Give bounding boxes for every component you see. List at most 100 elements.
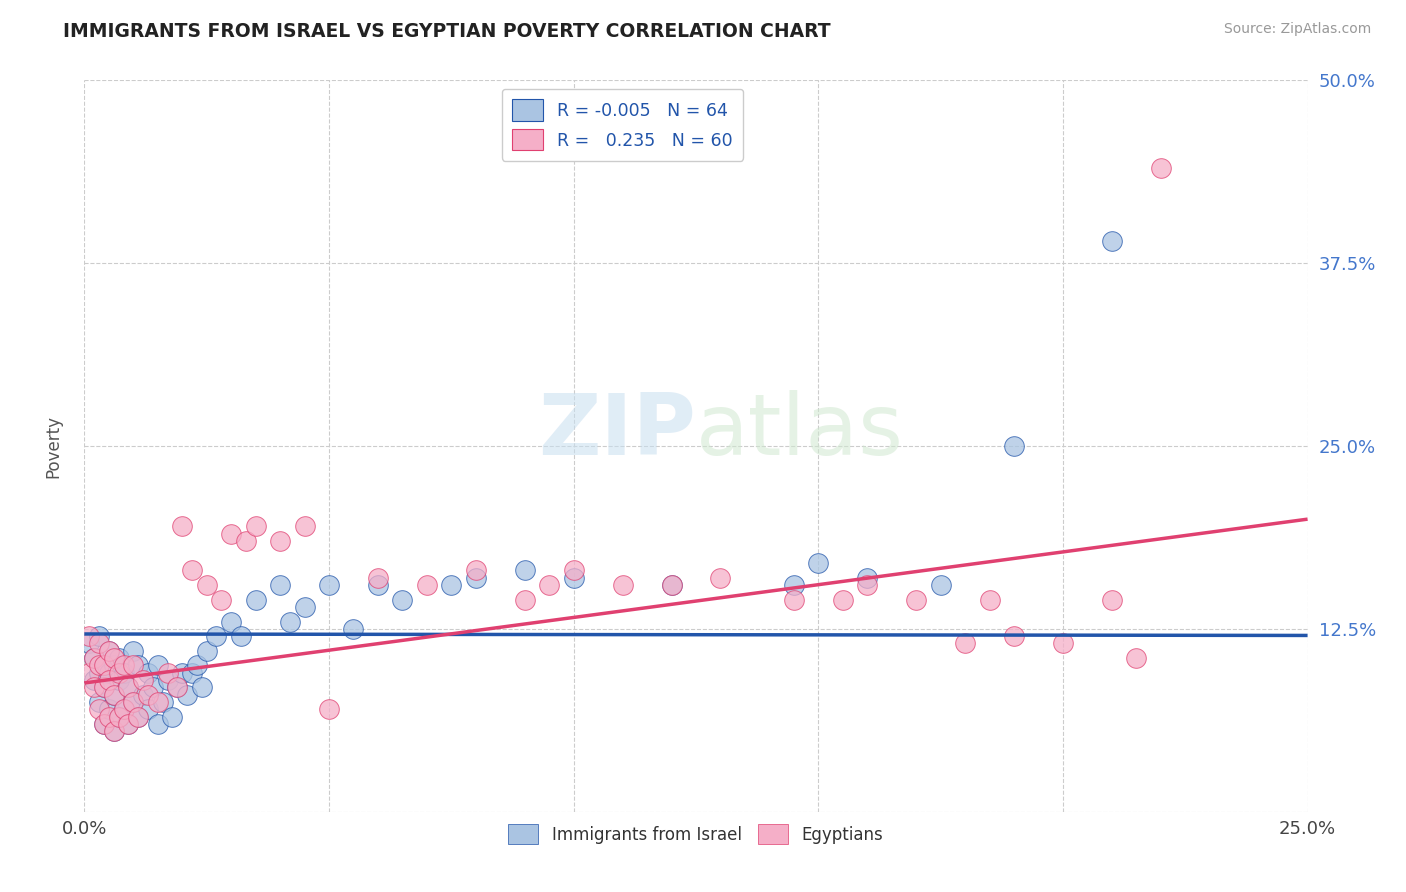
Point	[1002, 439, 1025, 453]
Legend: Immigrants from Israel, Egyptians: Immigrants from Israel, Egyptians	[502, 817, 890, 851]
Point	[132, 688, 155, 702]
Point	[117, 717, 139, 731]
Point	[97, 702, 120, 716]
Point	[132, 673, 155, 687]
Point	[219, 526, 242, 541]
Point	[127, 709, 149, 723]
Point	[176, 688, 198, 702]
Point	[103, 724, 125, 739]
Text: ZIP: ZIP	[538, 390, 696, 473]
Point	[156, 673, 179, 687]
Point	[122, 658, 145, 673]
Point	[318, 702, 340, 716]
Point	[1101, 234, 1123, 248]
Point	[122, 695, 145, 709]
Point	[103, 651, 125, 665]
Text: atlas: atlas	[696, 390, 904, 473]
Point	[929, 578, 952, 592]
Point	[783, 578, 806, 592]
Point	[136, 665, 159, 680]
Point	[278, 615, 301, 629]
Point	[77, 665, 100, 680]
Point	[831, 592, 853, 607]
Point	[127, 709, 149, 723]
Point	[416, 578, 439, 592]
Point	[391, 592, 413, 607]
Point	[209, 592, 232, 607]
Point	[783, 592, 806, 607]
Point	[1002, 629, 1025, 643]
Point	[117, 717, 139, 731]
Point	[97, 673, 120, 687]
Point	[122, 644, 145, 658]
Point	[464, 571, 486, 585]
Point	[127, 658, 149, 673]
Point	[83, 651, 105, 665]
Point	[562, 571, 585, 585]
Point	[103, 688, 125, 702]
Point	[146, 658, 169, 673]
Point	[181, 563, 204, 577]
Point	[953, 636, 976, 650]
Point	[122, 695, 145, 709]
Point	[136, 688, 159, 702]
Text: IMMIGRANTS FROM ISRAEL VS EGYPTIAN POVERTY CORRELATION CHART: IMMIGRANTS FROM ISRAEL VS EGYPTIAN POVER…	[63, 22, 831, 41]
Point	[87, 658, 110, 673]
Point	[294, 599, 316, 614]
Point	[181, 665, 204, 680]
Point	[136, 702, 159, 716]
Point	[77, 636, 100, 650]
Point	[440, 578, 463, 592]
Point	[93, 717, 115, 731]
Point	[112, 702, 135, 716]
Point	[87, 702, 110, 716]
Point	[661, 578, 683, 592]
Point	[156, 665, 179, 680]
Point	[191, 681, 214, 695]
Point	[87, 636, 110, 650]
Point	[87, 629, 110, 643]
Point	[87, 695, 110, 709]
Point	[219, 615, 242, 629]
Point	[112, 665, 135, 680]
Point	[245, 519, 267, 533]
Point	[93, 681, 115, 695]
Point	[93, 681, 115, 695]
Point	[107, 665, 129, 680]
Point	[93, 658, 115, 673]
Point	[146, 695, 169, 709]
Point	[661, 578, 683, 592]
Point	[97, 644, 120, 658]
Point	[97, 709, 120, 723]
Point	[229, 629, 252, 643]
Point	[112, 658, 135, 673]
Point	[97, 644, 120, 658]
Point	[93, 658, 115, 673]
Point	[1052, 636, 1074, 650]
Point	[318, 578, 340, 592]
Point	[112, 702, 135, 716]
Point	[513, 563, 536, 577]
Point	[97, 665, 120, 680]
Point	[269, 534, 291, 549]
Point	[979, 592, 1001, 607]
Point	[709, 571, 731, 585]
Point	[162, 709, 184, 723]
Point	[107, 673, 129, 687]
Point	[166, 681, 188, 695]
Point	[152, 695, 174, 709]
Point	[269, 578, 291, 592]
Point	[245, 592, 267, 607]
Point	[195, 644, 218, 658]
Y-axis label: Poverty: Poverty	[44, 415, 62, 477]
Point	[856, 571, 879, 585]
Point	[367, 571, 389, 585]
Point	[807, 556, 830, 570]
Point	[538, 578, 561, 592]
Point	[1125, 651, 1147, 665]
Point	[294, 519, 316, 533]
Point	[117, 681, 139, 695]
Point	[562, 563, 585, 577]
Point	[103, 658, 125, 673]
Point	[83, 681, 105, 695]
